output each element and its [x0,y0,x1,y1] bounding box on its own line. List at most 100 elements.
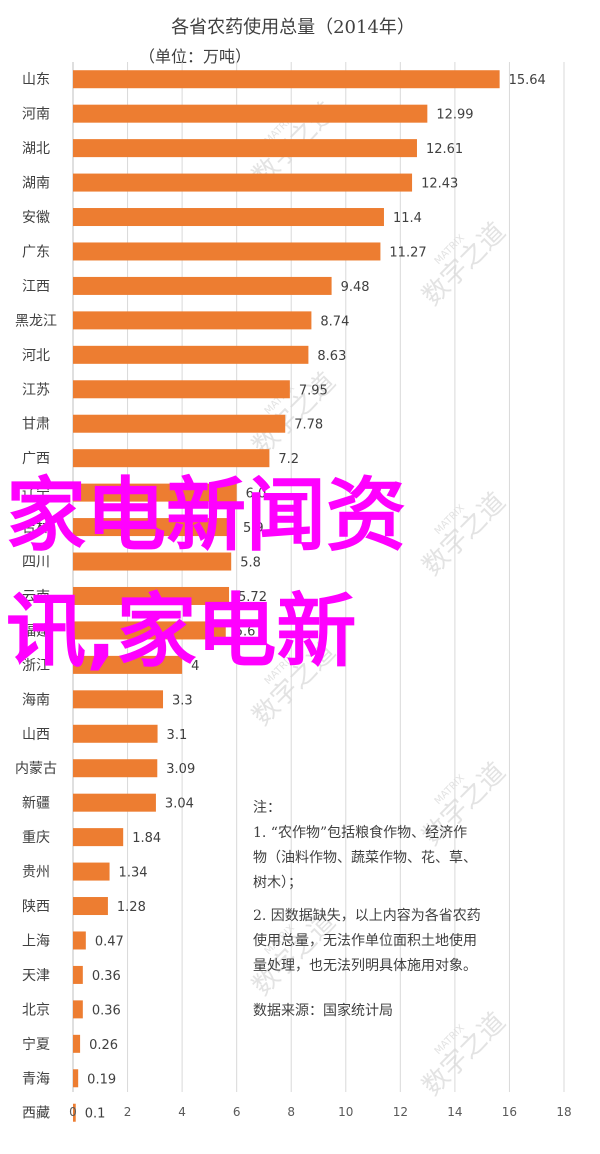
bar [73,862,110,881]
data-label: 3.09 [166,762,195,777]
bar [73,70,500,89]
data-label: 0.47 [95,934,124,949]
data-label: 9.48 [341,280,370,295]
data-label: 7.2 [278,452,299,467]
x-tick-label: 18 [556,1105,571,1119]
category-label: 西藏 [22,1106,50,1122]
category-label: 江苏 [22,382,50,398]
data-label: 0.36 [92,969,121,984]
data-label: 7.78 [294,418,323,433]
chart-subtitle: （单位：万吨） [139,47,251,66]
bar [73,518,234,537]
bar [73,449,270,468]
x-tick-label: 0 [69,1105,77,1119]
category-label: 陕西 [22,899,50,915]
x-tick-label: 6 [233,1105,241,1119]
category-label: 山东 [22,72,50,88]
bar [73,380,290,399]
x-tick-label: 10 [338,1105,353,1119]
bar [73,1034,81,1053]
bar [73,208,384,227]
x-tick-label: 16 [502,1105,517,1119]
category-label: 青海 [22,1071,50,1087]
bar [73,552,232,571]
data-label: 3.1 [167,728,188,743]
x-tick-label: 14 [447,1105,462,1119]
category-label: 浙江 [22,658,50,674]
data-label: 4 [191,659,199,674]
notes-line: 物（油料作物、蔬菜作物、花、草、 [253,850,477,866]
category-label: 北京 [22,1002,50,1018]
bar [73,276,332,295]
category-label: 贵州 [22,865,50,881]
category-label: 安徽 [22,210,50,226]
data-label: 3.04 [165,797,194,812]
data-label: 6.0 [246,487,267,502]
category-label: 湖北 [22,141,50,157]
bar [73,931,86,950]
bar [73,793,156,812]
category-label: 天津 [22,968,50,984]
category-label: 上海 [22,933,50,949]
bar [73,897,108,916]
bar [73,655,183,674]
bar [73,586,230,605]
data-label: 11.27 [389,245,426,260]
category-label: 宁夏 [22,1036,50,1053]
category-label: 广东 [22,244,50,260]
category-label: 江西 [22,279,50,295]
bar [73,104,428,123]
data-label: 12.61 [426,142,463,157]
notes-line: 使用总量，无法作单位面积土地使用 [253,932,477,949]
value-labels: 15.64 12.99 12.61 12.43 11.4 11.27 9.48 8.74 8.6… [85,73,546,1122]
category-label: 四川 [22,555,50,571]
bar [73,1000,83,1019]
data-label: 5.72 [238,590,267,605]
bar [73,173,413,192]
data-label: 11.4 [393,211,422,226]
notes-box: 注： 1. “农作物”包括粮食作物、经济作 物（油料作物、蔬菜作物、花、草、 树… [253,800,481,1019]
notes-line: 2. 因数据缺失，以上内容为各省农药 [253,907,481,924]
bar [73,1069,79,1088]
data-label: 15.64 [509,73,546,88]
notes-heading: 注： [253,800,281,816]
bar [73,242,381,261]
chart-title: 各省农药使用总量（2014年） [171,17,415,38]
data-label: 7.95 [299,383,328,398]
category-label: 广西 [22,451,50,467]
data-label: 0.1 [85,1107,106,1122]
x-axis-ticks: 0 2 4 6 8 10 12 14 16 18 [69,1105,571,1119]
bar [73,965,83,984]
bar [73,690,164,709]
bar [73,1103,76,1122]
notes-source: 数据来源：国家统计局 [253,1002,393,1019]
watermark-text: 数字之道 [417,217,512,312]
overlay-text-line-1: 家电新闻资 [6,469,406,562]
category-label: 海南 [22,692,50,708]
bar [73,483,237,502]
notes-line: 树木）； [253,875,302,891]
bar [73,311,312,330]
category-label: 河南 [22,107,50,123]
data-label: 0.36 [92,1003,121,1018]
category-label: 黑龙江 [15,313,57,329]
category-label: 甘肃 [22,417,50,433]
data-label: 8.63 [317,349,346,364]
bar [73,621,226,640]
watermark-text: 数字之道 [417,487,512,582]
bar [73,828,124,847]
data-label: 1.84 [132,831,161,846]
notes-line: 量处理，也无法列明具体施用对象。 [253,958,477,974]
data-label: 5.6 [235,624,256,639]
bar [73,724,158,743]
bar [73,759,158,778]
gridlines [72,62,565,1092]
x-tick-label: 2 [124,1105,132,1119]
bar [73,139,417,158]
bar [73,345,309,364]
data-label: 0.26 [89,1038,118,1053]
category-label: 河北 [22,348,50,364]
